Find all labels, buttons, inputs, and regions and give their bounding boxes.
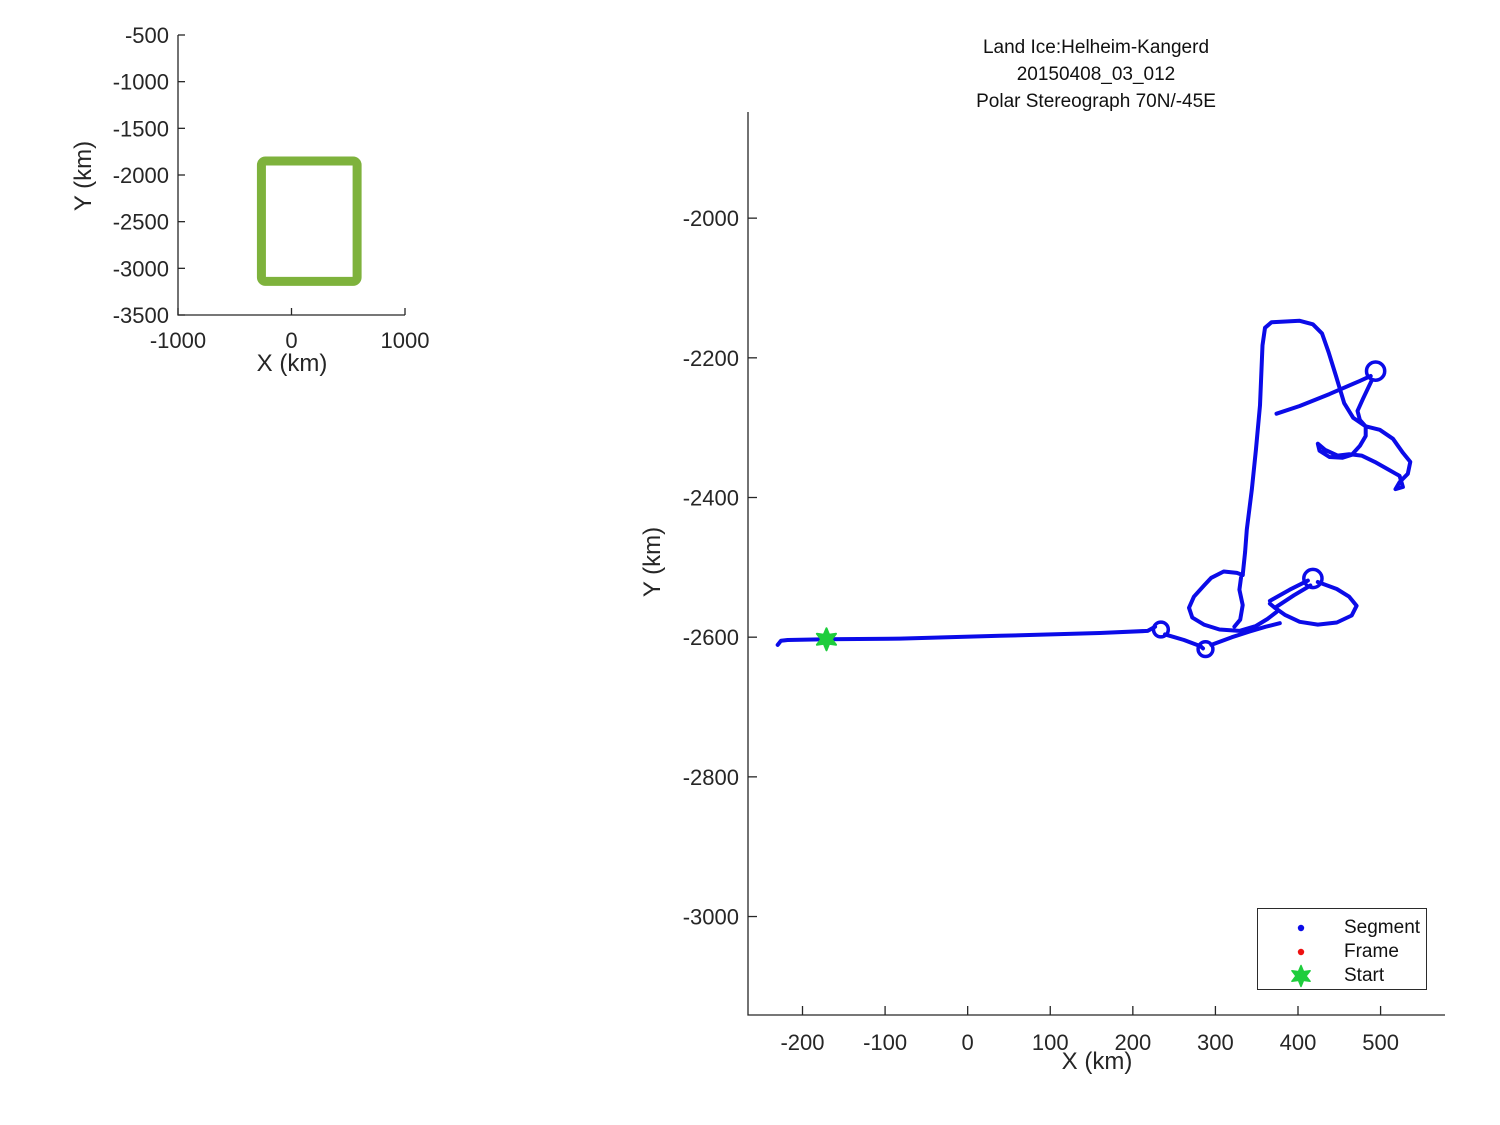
main-y-tick-label: -2400 [683, 486, 739, 511]
overview-y-tick-label: -1000 [113, 70, 169, 95]
legend: Segment Frame Start [1257, 908, 1427, 990]
segment-track-path [1272, 583, 1313, 610]
plot-title-line3: Polar Stereograph 70N/-45E [976, 91, 1216, 112]
legend-label-frame: Frame [1344, 941, 1399, 962]
overview-x-tick-label: 1000 [381, 328, 430, 353]
segment-loop-end-circle [1364, 360, 1387, 382]
segment-track-path [1209, 621, 1282, 647]
overview-axes-spines [177, 35, 405, 316]
overview-y-tick-label: -3000 [113, 256, 169, 281]
segment-track-path [1267, 578, 1310, 603]
main-x-tick-label: 100 [1032, 1030, 1069, 1055]
segment-loop-end-circle [1302, 567, 1324, 590]
main-x-tick-label: 400 [1280, 1030, 1317, 1055]
overview-y-tick-label: -3500 [113, 303, 169, 328]
legend-hexagram-glyph [1291, 964, 1311, 988]
main-y-tick-label: -2000 [683, 206, 739, 231]
segment-dot-icon [1297, 924, 1305, 932]
segment-track-path [1267, 580, 1359, 627]
main-y-tick-label: -2200 [683, 346, 739, 371]
legend-dot-glyph [1297, 924, 1305, 932]
plot-title-line1: Land Ice:Helheim-Kangerd [982, 37, 1210, 58]
legend-dot-glyph [1297, 948, 1305, 956]
plot-title: Land Ice:Helheim-Kangerd 20150408_03_012… [796, 34, 1396, 115]
coverage-extent-box [256, 156, 362, 286]
legend-label-start: Start [1344, 965, 1385, 986]
plot-title-line2: 20150408_03_012 [1016, 64, 1176, 85]
segment-track-path [1163, 632, 1205, 651]
main-x-tick-label: 0 [962, 1030, 974, 1055]
segment-track-path [1240, 318, 1413, 577]
main-x-tick-label: 500 [1362, 1030, 1399, 1055]
segment-track-path [1355, 378, 1374, 428]
segment-track-path [1232, 575, 1245, 629]
overview-y-tick-label: -500 [125, 23, 169, 48]
overview-x-axis-label: X (km) [256, 350, 328, 377]
legend-label-segment: Segment [1344, 917, 1421, 938]
overview-y-axis-label: Y (km) [70, 140, 97, 212]
legend-item-segment: Segment [1258, 916, 1426, 940]
start-marker [815, 627, 837, 652]
start-hexagram-icon [1291, 964, 1311, 988]
main-x-tick-label: 300 [1197, 1030, 1234, 1055]
segment-loop-end-circle [1196, 639, 1215, 659]
main-y-tick-label: -3000 [683, 905, 739, 930]
overview-y-tick-label: -1500 [113, 116, 169, 141]
segment-loop-end-circle [1151, 620, 1171, 639]
legend-item-start: Start [1258, 964, 1426, 988]
frame-dot-icon [1297, 948, 1305, 956]
main-y-axis-label: Y (km) [639, 526, 666, 598]
main-y-tick-label: -2600 [683, 625, 739, 650]
overview-x-tick-label: -1000 [150, 328, 206, 353]
overview-x-tick-label: 0 [285, 328, 297, 353]
main-x-tick-label: -200 [780, 1030, 824, 1055]
segment-track-path [775, 624, 1158, 647]
main-x-tick-label: 200 [1114, 1030, 1151, 1055]
segment-track-path [1274, 374, 1373, 416]
overview-y-tick-label: -2500 [113, 210, 169, 235]
main-x-tick-label: -100 [863, 1030, 907, 1055]
main-y-tick-label: -2800 [683, 765, 739, 790]
overview-y-tick-label: -2000 [113, 163, 169, 188]
legend-item-frame: Frame [1258, 940, 1426, 964]
main-axes-spines [747, 112, 1445, 1016]
main-x-axis-label: X (km) [1061, 1048, 1133, 1075]
segment-track-path [1187, 569, 1279, 633]
